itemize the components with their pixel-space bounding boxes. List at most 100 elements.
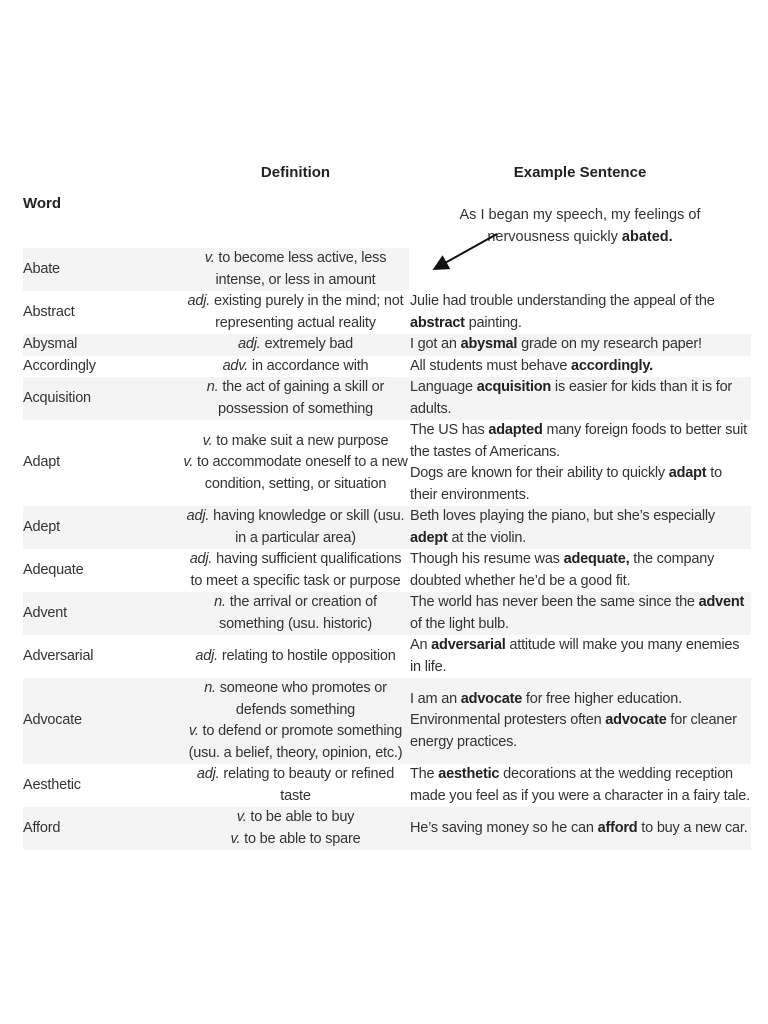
definition-text: to make suit a new purpose [212,432,389,449]
definition-text: relating to beauty or refined taste [219,766,395,804]
definition-entry: adj. having knowledge or skill (usu. in … [182,506,409,549]
example-sentence: He’s saving money so he can afford to bu… [410,818,751,840]
text-segment: As I began my speech, my feelings of ner… [459,207,701,245]
table-row: Abysmal adj. extremely bad I got an abysma… [23,334,751,356]
word-cell: Afford [23,807,182,850]
definition-cell: v. to become less active, less intense, … [182,248,409,291]
definition-entry: adj. existing purely in the mind; not re… [182,291,409,334]
word-cell: Accordingly [23,357,96,374]
example-cell: I am an advocate for free higher educati… [409,678,751,764]
word-cell: Adapt [23,454,60,471]
definition-cell: adj. having sufficient qualifications to… [182,549,409,592]
definition-text: to be able to spare [240,830,361,847]
table-row: Adapt v. to make suit a new purpose v. to … [23,420,751,506]
bold-term: advocate [460,690,523,707]
bold-term: advocate [605,712,667,729]
part-of-speech: adj. [238,336,261,352]
definition-cell: v. to make suit a new purpose v. to accom… [182,420,409,506]
definition-text: to become less active, less intense, or … [214,250,387,288]
definition-entry: v. to be able to buy [182,807,409,829]
example-cell: Beth loves playing the piano, but she’s … [409,506,751,549]
definition-header: Definition [260,164,331,181]
table-row: Adequate adj. having sufficient qualifica… [23,549,751,592]
text-segment: of the light bulb. [410,615,509,632]
bold-term: abated. [621,228,673,245]
definition-text: in accordance with [248,357,369,374]
word-cell: Abstract [23,303,75,320]
definition-entry: v. to make suit a new purpose [182,431,409,453]
example-cell [409,248,751,291]
example-sentence: An adversarial attitude will make you ma… [410,635,751,678]
part-of-speech: v. [183,454,194,471]
definition-entry: n. the arrival or creation of something … [182,592,409,635]
definition-text: to accommodate oneself to a new conditio… [193,454,408,492]
definition-entry: v. to defend or promote something (usu. … [182,721,409,764]
example-cell: Language acquisition is easier for kids … [409,377,751,420]
example-sentence: Environmental protesters often advocate … [410,710,751,753]
definition-text: having knowledge or skill (usu. in a par… [209,508,405,546]
bold-term: afford [597,819,638,836]
definition-entry: adv. in accordance with [182,356,409,378]
definition-text: the act of gaining a skill or possession… [218,379,385,417]
table-row: Advent n. the arrival or creation of some… [23,592,751,635]
text-segment: All students must behave [410,357,572,374]
example-cell: Though his resume was adequate, the comp… [409,549,751,592]
word-cell: Adversarial [23,647,94,664]
text-segment: Julie had trouble understanding the appe… [410,293,715,309]
table-row: Afford v. to be able to buy v. to be able … [23,807,751,850]
text-segment: grade on my research paper! [517,336,702,352]
definition-cell: adj. relating to hostile opposition [182,635,409,678]
definition-text: to be able to buy [246,809,355,825]
word-cell: Abysmal [23,334,182,356]
bold-term: accordingly. [571,357,653,374]
abate-example-sentence: As I began my speech, my feelings of ner… [430,205,730,248]
text-segment: to their environments. [410,465,722,503]
example-cell: All students must behave accordingly. [409,356,751,378]
example-sentence: Beth loves playing the piano, but she’s … [410,506,751,549]
text-segment: The world has never been the same since … [410,594,699,610]
definition-entry: v. to be able to spare [182,829,409,851]
definition-entry: v. to accommodate oneself to a new condi… [182,452,409,495]
part-of-speech: adj. [186,508,210,524]
bold-term: adapted [488,422,543,438]
text-segment: many foreign foods to better suit the ta… [410,422,747,460]
definition-cell: adj. relating to beauty or refined taste [182,764,409,807]
vocabulary-table: Abate v. to become less active, less inte… [23,248,751,850]
text-segment: for cleaner energy practices. [410,712,737,750]
example-sentence: All students must behave accordingly. [410,356,751,378]
text-segment: The US has [410,422,489,438]
definition-entry: adj. extremely bad [182,334,409,356]
example-sentence: The aesthetic decorations at the wedding… [410,764,751,807]
definition-text: having sufficient qualifications to meet… [190,551,402,589]
bold-term: adversarial [431,637,506,653]
example-sentence: Julie had trouble understanding the appe… [410,291,751,334]
example-sentence: Dogs are known for their ability to quic… [410,463,751,506]
definition-text: extremely bad [260,336,353,352]
part-of-speech: adj. [187,293,211,309]
example-sentence: Language acquisition is easier for kids … [410,377,751,420]
table-row: Advocate n. someone who promotes or defen… [23,678,751,764]
word-cell: Aesthetic [23,776,81,793]
text-segment: An [410,637,432,653]
part-of-speech: v. [188,723,199,739]
table-row: Accordingly adv. in accordance with All st… [23,356,751,378]
bold-term: adept [410,529,448,546]
example-cell: The US has adapted many foreign foods to… [409,420,751,506]
word-cell: Abate [23,248,182,291]
word-header: Word [23,195,62,212]
definition-cell: n. the act of gaining a skill or possess… [182,377,409,420]
text-segment: Language [410,379,477,395]
definition-entry: n. someone who promotes or defends somet… [182,678,409,721]
bold-term: abysmal [460,336,518,352]
part-of-speech: adj. [189,551,213,567]
text-segment: at the violin. [447,529,527,546]
example-cell: I got an abysmal grade on my research pa… [409,334,751,356]
table-row: Acquisition n. the act of gaining a skill… [23,377,751,420]
text-segment: The [410,766,439,782]
table-row: Abate v. to become less active, less inte… [23,248,751,291]
definition-text: existing purely in the mind; not represe… [210,293,404,331]
definition-cell: adj. existing purely in the mind; not re… [182,291,409,334]
table-row: Aesthetic adj. relating to beauty or refi… [23,764,751,807]
example-cell: The aesthetic decorations at the wedding… [409,764,751,807]
text-segment: Beth loves playing the piano, but she’s … [410,508,715,524]
